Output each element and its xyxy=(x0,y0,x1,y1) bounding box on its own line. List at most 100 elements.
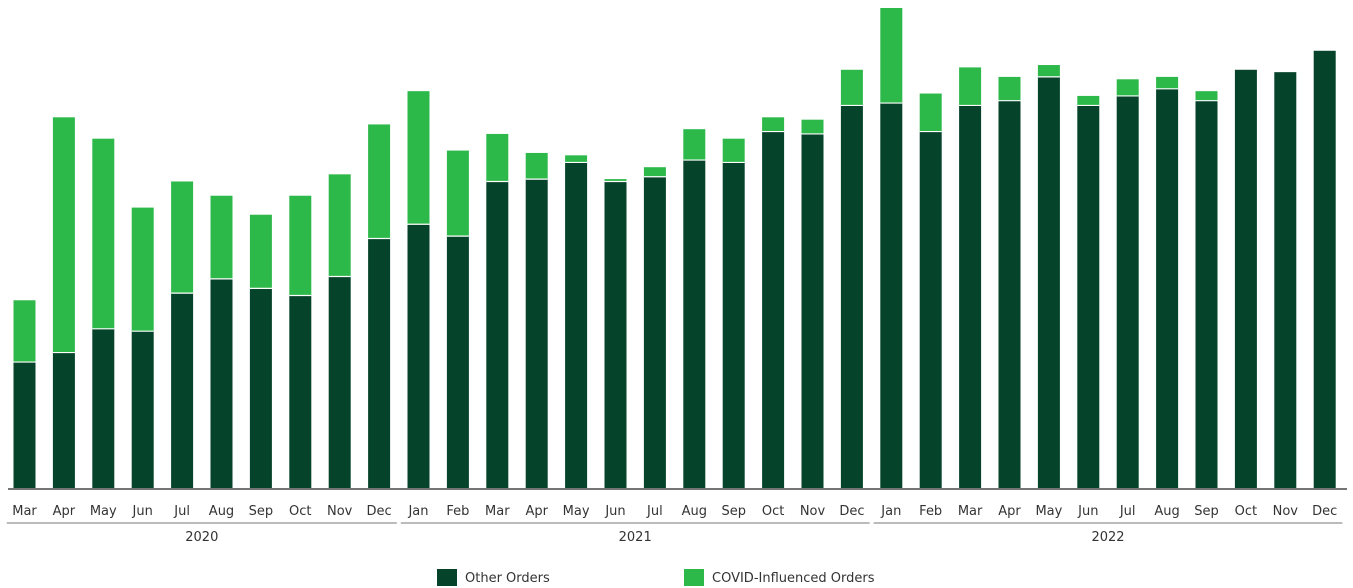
bar-group xyxy=(1195,91,1218,488)
bar-other-orders xyxy=(368,238,391,488)
bar-other-orders xyxy=(407,224,430,489)
bar-other-orders xyxy=(604,181,627,489)
bar-group xyxy=(92,138,115,488)
bar-group xyxy=(919,93,942,488)
x-tick-label: Jul xyxy=(173,504,190,519)
x-tick-label: Dec xyxy=(1312,504,1337,519)
bar-group xyxy=(1116,79,1139,489)
bar-other-orders xyxy=(92,328,115,488)
bar-other-orders xyxy=(13,362,36,488)
bar-other-orders xyxy=(1037,76,1060,488)
bar-other-orders xyxy=(328,276,351,488)
bar-group xyxy=(840,69,863,488)
bar-group xyxy=(52,117,75,488)
legend-swatch xyxy=(684,569,704,586)
bar-covid-orders xyxy=(289,195,312,296)
bar-group xyxy=(407,91,430,489)
x-tick-label: Apr xyxy=(998,504,1021,519)
year-label: 2021 xyxy=(619,530,652,545)
bar-group xyxy=(565,155,588,488)
bar-covid-orders xyxy=(722,138,745,163)
year-group: 2022 xyxy=(873,522,1343,545)
bar-covid-orders xyxy=(840,69,863,106)
bar-covid-orders xyxy=(643,167,666,177)
x-tick-label: Feb xyxy=(919,504,942,519)
bar-group xyxy=(131,207,154,488)
bar-covid-orders xyxy=(368,124,391,239)
bar-covid-orders xyxy=(407,91,430,225)
year-group: 2020 xyxy=(6,522,397,545)
bar-other-orders xyxy=(840,105,863,488)
bar-other-orders xyxy=(210,278,233,488)
bar-covid-orders xyxy=(604,179,627,182)
x-tick-label: Jun xyxy=(132,504,153,519)
bar-covid-orders xyxy=(249,214,272,289)
bar-covid-orders xyxy=(328,174,351,277)
bar-group xyxy=(1234,69,1257,489)
bar-covid-orders xyxy=(1195,91,1218,101)
x-tick-label: Apr xyxy=(53,504,76,519)
bar-covid-orders xyxy=(565,155,588,163)
bar-group xyxy=(249,214,272,488)
bar-covid-orders xyxy=(801,119,824,134)
x-tick-label: Mar xyxy=(12,504,37,519)
bar-covid-orders xyxy=(446,150,469,237)
x-tick-label: Oct xyxy=(762,504,784,519)
x-tick-labels: Mar Apr May Jun Jul Aug Sep Oct Nov Dec Jan Feb Mar A… xyxy=(12,504,1337,519)
bar-group xyxy=(368,124,391,488)
bar-group xyxy=(289,195,312,488)
bar-group xyxy=(171,181,194,488)
bar-other-orders xyxy=(289,295,312,488)
bar-covid-orders xyxy=(486,133,509,182)
bar-covid-orders xyxy=(1037,65,1060,77)
bar-group xyxy=(486,133,509,489)
bar-covid-orders xyxy=(131,207,154,332)
bar-group xyxy=(525,152,548,488)
bar-group xyxy=(1313,50,1336,488)
bar-group xyxy=(1077,95,1100,488)
bars-layer xyxy=(13,8,1336,489)
bar-covid-orders xyxy=(1156,76,1179,89)
bar-group xyxy=(643,167,666,488)
x-tick-label: Nov xyxy=(1273,504,1299,519)
bar-other-orders xyxy=(1313,50,1336,488)
bar-other-orders xyxy=(131,331,154,488)
bar-group xyxy=(1156,76,1179,488)
x-tick-label: Sep xyxy=(721,504,746,519)
x-tick-label: Oct xyxy=(1235,504,1257,519)
bar-group xyxy=(762,117,785,488)
bar-group xyxy=(880,8,903,489)
bar-covid-orders xyxy=(919,93,942,132)
x-tick-label: Mar xyxy=(485,504,510,519)
bar-other-orders xyxy=(1274,72,1297,488)
bar-covid-orders xyxy=(762,117,785,132)
bar-group xyxy=(1037,65,1060,488)
bar-other-orders xyxy=(446,236,469,488)
bar-other-orders xyxy=(683,160,706,488)
bar-group xyxy=(959,67,982,488)
bar-group xyxy=(446,150,469,488)
x-tick-label: Dec xyxy=(839,504,864,519)
x-tick-label: Nov xyxy=(327,504,353,519)
legend-label: Other Orders xyxy=(465,571,550,586)
bar-group xyxy=(1274,72,1297,488)
x-tick-label: Aug xyxy=(682,504,707,519)
bar-covid-orders xyxy=(1077,95,1100,106)
x-tick-label: Jul xyxy=(646,504,663,519)
bar-other-orders xyxy=(1195,100,1218,488)
bar-group xyxy=(210,195,233,488)
x-tick-label: Jun xyxy=(1077,504,1098,519)
bar-covid-orders xyxy=(683,129,706,161)
bar-other-orders xyxy=(762,131,785,488)
legend: Other Orders COVID-Influenced Orders xyxy=(437,569,875,586)
bar-covid-orders xyxy=(92,138,115,329)
bar-covid-orders xyxy=(880,8,903,104)
bar-other-orders xyxy=(249,288,272,488)
bar-other-orders xyxy=(486,181,509,489)
x-tick-label: Sep xyxy=(1194,504,1219,519)
x-tick-label: Aug xyxy=(1154,504,1179,519)
bar-other-orders xyxy=(959,105,982,488)
bar-other-orders xyxy=(565,162,588,488)
